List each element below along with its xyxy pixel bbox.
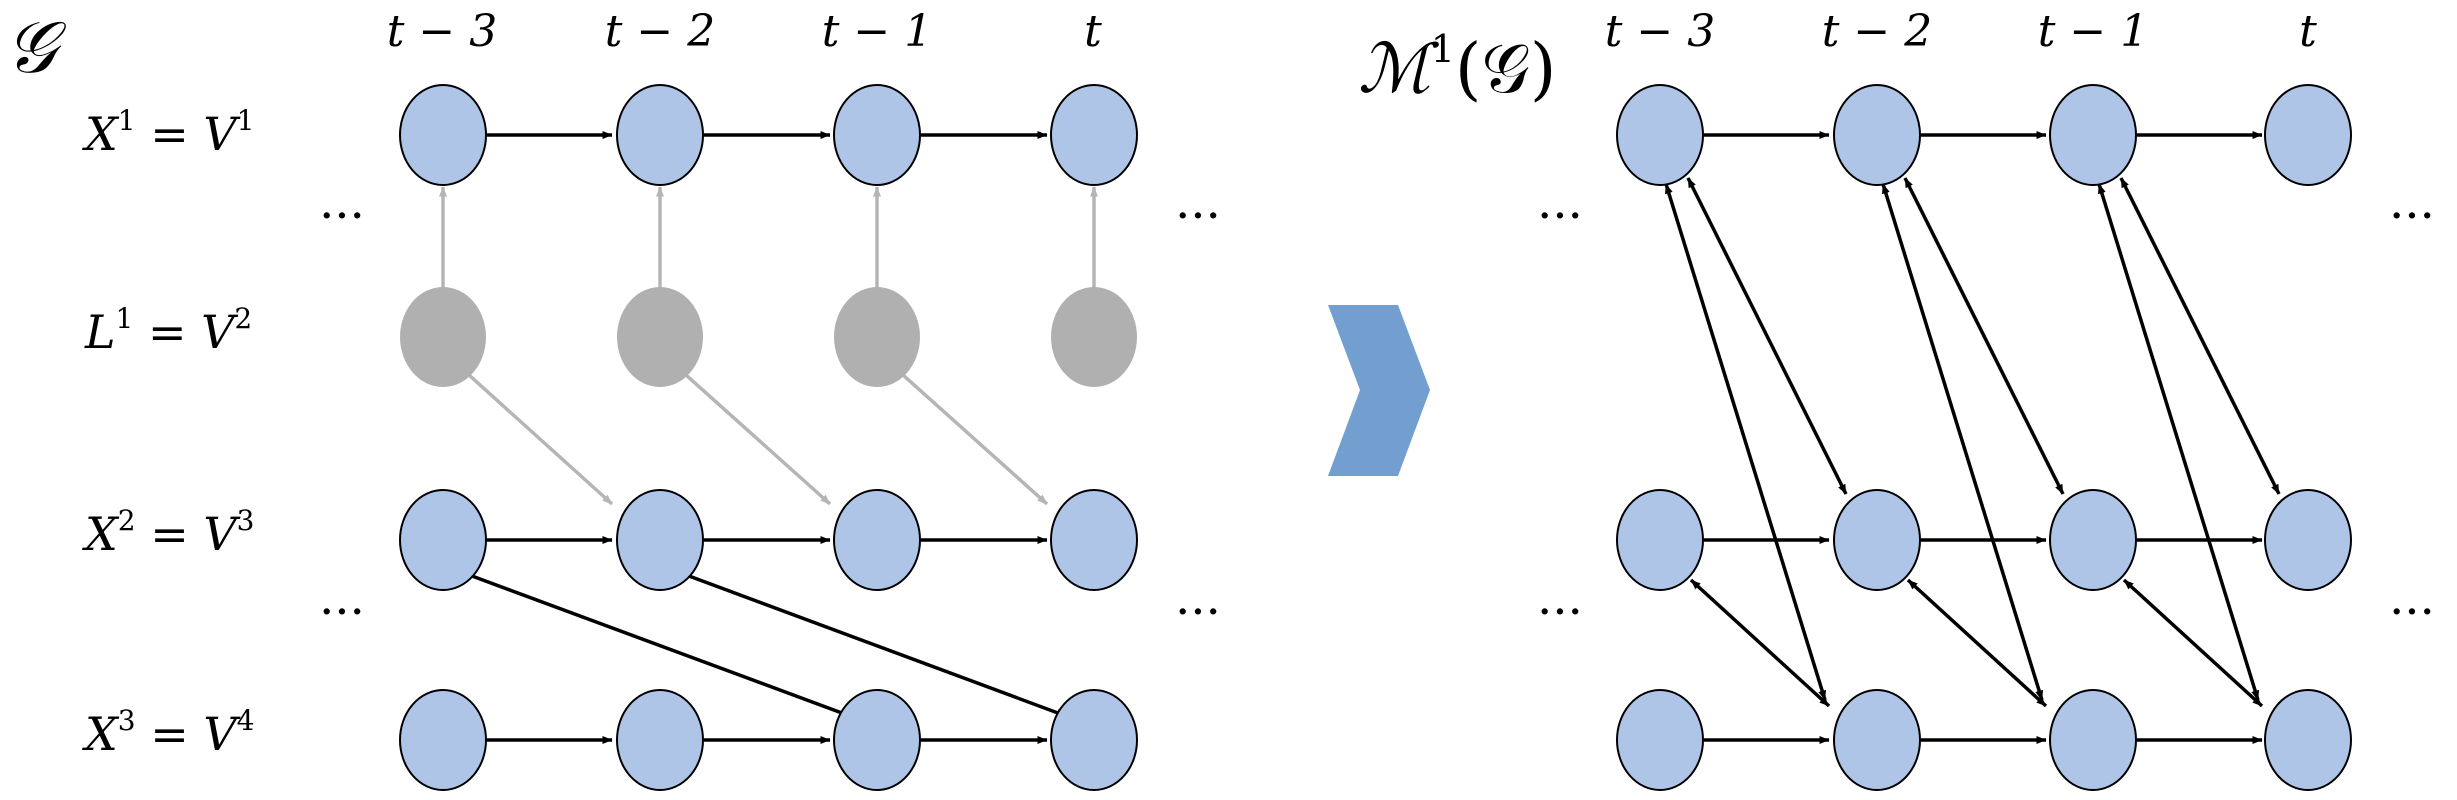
- graph-symbol: 𝒢: [5, 5, 67, 89]
- ellipsis-right-bottom: ···: [1175, 584, 1221, 640]
- node-x1-t-1: [2049, 84, 2137, 186]
- node-x2-t-2: [1833, 489, 1921, 591]
- node-x1-t-1: [833, 84, 921, 186]
- time-label-t-3: t − 3: [1605, 6, 1716, 57]
- row-label-l1: L1 = V2: [84, 302, 252, 359]
- row-label-x3: X3 = V4: [82, 704, 254, 761]
- row-label-x1: X1 = V1: [82, 104, 254, 161]
- time-labels: t − 3 t − 2 t − 1 t: [387, 6, 1102, 57]
- edge: [1689, 578, 1831, 708]
- node-l1-t: [1051, 287, 1137, 387]
- ellipsis-left-top: ···: [319, 188, 365, 244]
- edge: [1664, 183, 1827, 701]
- time-label-t-2: t − 2: [605, 6, 716, 57]
- node-x2-t: [1050, 489, 1138, 591]
- edge: [688, 574, 1067, 718]
- edge: [471, 574, 851, 718]
- left-nodes: [399, 84, 1138, 791]
- node-x2-t-1: [2049, 489, 2137, 591]
- edge: [901, 373, 1049, 506]
- node-l1-t-2: [617, 287, 703, 387]
- node-l1-t-3: [400, 287, 486, 387]
- right-edges: [1664, 131, 2281, 744]
- node-x2-t-1: [833, 489, 921, 591]
- left-graph: 𝒢 t − 3 t − 2 t − 1 t X1 = V1 L1 = V2 X2…: [5, 5, 1221, 791]
- node-x3-t-3: [399, 689, 487, 791]
- time-label-t-2: t − 2: [1822, 6, 1933, 57]
- node-x1-t-2: [616, 84, 704, 186]
- edge: [2122, 578, 2264, 708]
- time-label-t: t: [1084, 6, 1102, 57]
- time-label-t-3: t − 3: [387, 6, 498, 57]
- edge: [2097, 183, 2260, 701]
- node-x1-t-2: [1833, 84, 1921, 186]
- edge: [1881, 183, 2044, 701]
- time-label-t: t: [2299, 6, 2317, 57]
- edge: [684, 373, 832, 506]
- node-x3-t-3: [1616, 689, 1704, 791]
- node-x3-t: [2264, 689, 2352, 791]
- left-gray-edges: [439, 186, 1098, 506]
- node-l1-t-1: [834, 287, 920, 387]
- graph-symbol-m: ℳ1(𝒢): [1358, 27, 1556, 109]
- ellipsis-left-bottom: ···: [319, 584, 365, 640]
- time-label-t-1: t − 1: [822, 6, 933, 57]
- right-nodes: [1616, 84, 2352, 791]
- ellipsis-right-top: ···: [2389, 188, 2435, 244]
- ellipsis-left-top: ···: [1537, 188, 1583, 244]
- node-x1-t: [2264, 84, 2352, 186]
- ellipsis-left-bottom: ···: [1537, 584, 1583, 640]
- left-black-edges: [471, 131, 1067, 744]
- ellipsis-right-bottom: ···: [2389, 584, 2435, 640]
- ellipsis-right-top: ···: [1175, 188, 1221, 244]
- node-x3-t: [1050, 689, 1138, 791]
- row-labels: X1 = V1 L1 = V2 X2 = V3 X3 = V4: [82, 104, 254, 761]
- node-x2-t-3: [1616, 489, 1704, 591]
- node-x1-t-3: [1616, 84, 1704, 186]
- chevron-right-icon: [1328, 305, 1430, 476]
- node-x2-t-2: [616, 489, 704, 591]
- node-x3-t-1: [833, 689, 921, 791]
- edge: [467, 373, 614, 506]
- node-x1-t: [1050, 84, 1138, 186]
- ellipses: ··· ··· ··· ···: [1537, 188, 2435, 640]
- edge: [1906, 578, 2048, 708]
- time-label-t-1: t − 1: [2038, 6, 2149, 57]
- node-x1-t-3: [399, 84, 487, 186]
- node-x3-t-2: [1833, 689, 1921, 791]
- node-x2-t-3: [399, 489, 487, 591]
- node-x3-t-1: [2049, 689, 2137, 791]
- ellipses: ··· ··· ··· ···: [319, 188, 1221, 640]
- node-x3-t-2: [616, 689, 704, 791]
- time-labels: t − 3 t − 2 t − 1 t: [1605, 6, 2317, 57]
- right-graph: ℳ1(𝒢) t − 3 t − 2 t − 1 t ··· ··· ··· ··…: [1358, 6, 2435, 791]
- node-x2-t: [2264, 489, 2352, 591]
- row-label-x2: X2 = V3: [82, 504, 254, 561]
